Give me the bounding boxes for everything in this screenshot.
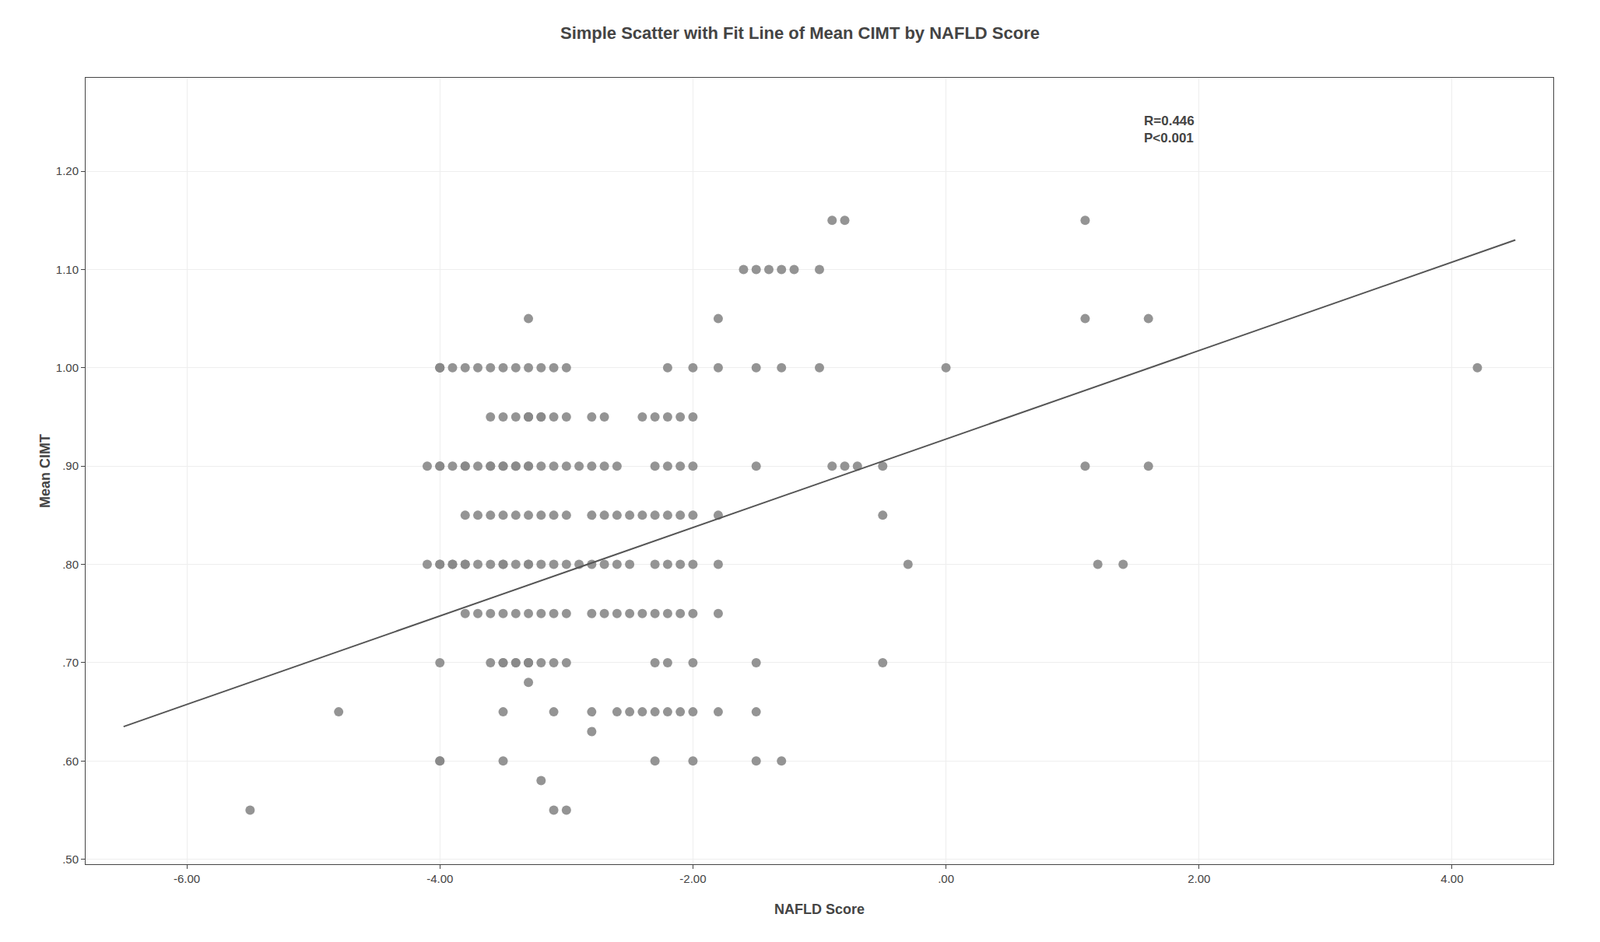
svg-text:.80: .80 (62, 557, 79, 572)
svg-text:.60: .60 (62, 754, 79, 769)
svg-text:.00: .00 (937, 872, 955, 886)
svg-text:2.00: 2.00 (1187, 872, 1211, 886)
svg-text:Mean CIMT: Mean CIMT (37, 434, 53, 509)
svg-text:.90: .90 (62, 459, 79, 473)
svg-text:R=0.446P<0.001: R=0.446P<0.001 (1143, 113, 1195, 146)
svg-text:4.00: 4.00 (1440, 872, 1464, 886)
svg-text:-4.00: -4.00 (426, 872, 453, 886)
svg-text:-2.00: -2.00 (679, 872, 706, 886)
svg-text:NAFLD Score: NAFLD Score (774, 901, 865, 918)
svg-text:1.20: 1.20 (56, 164, 79, 178)
svg-text:-6.00: -6.00 (173, 872, 200, 886)
svg-text:1.00: 1.00 (56, 361, 79, 375)
svg-text:Simple Scatter with Fit Line o: Simple Scatter with Fit Line of Mean CIM… (560, 23, 1040, 43)
svg-text:1.10: 1.10 (56, 263, 79, 277)
svg-text:.50: .50 (62, 852, 79, 867)
svg-text:.70: .70 (62, 656, 79, 670)
